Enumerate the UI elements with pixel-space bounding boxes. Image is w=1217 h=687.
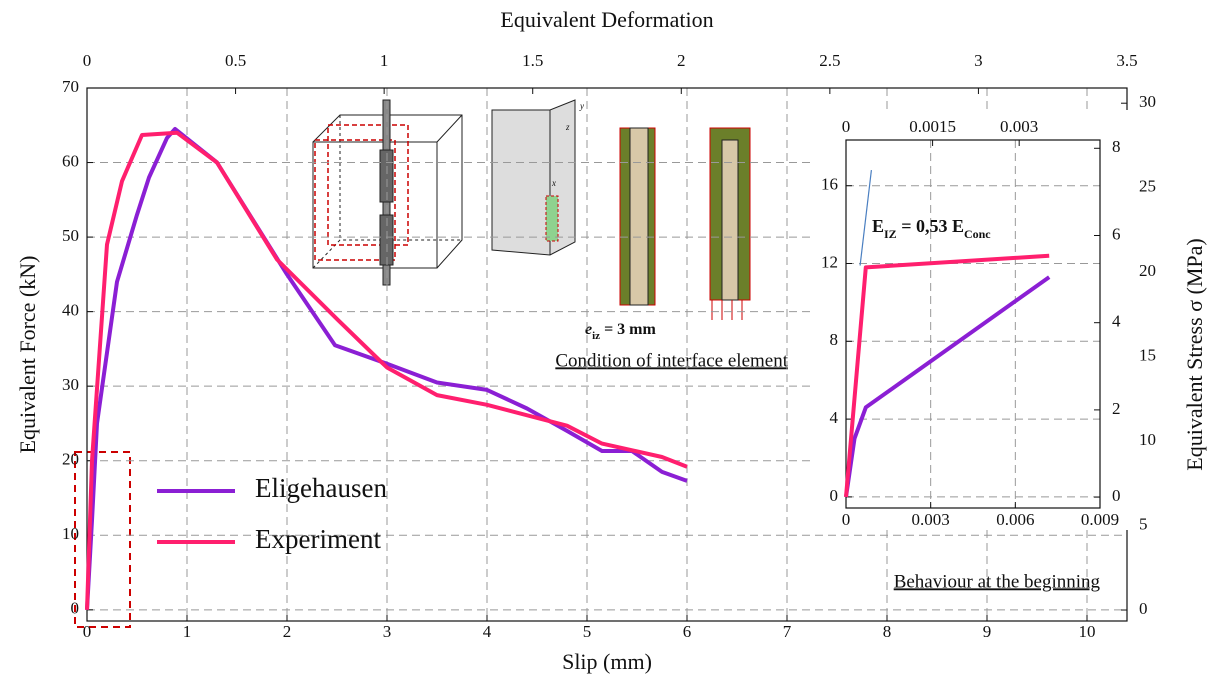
- x2-tick-label: 2.5: [819, 51, 840, 70]
- y-tick-label: 0: [71, 599, 80, 618]
- x-tick-label: 0.009: [1081, 510, 1119, 529]
- modulus-label: EIZ = 0,53 EConc: [872, 216, 991, 241]
- x2-tick-label: 3: [974, 51, 983, 70]
- text-part: = 3 mm: [600, 321, 656, 338]
- x-tick-label: 0.003: [912, 510, 950, 529]
- x2-axis-label: Equivalent Deformation: [500, 7, 713, 32]
- y2-tick-label: 0: [1139, 599, 1148, 618]
- x2-tick-label: 0: [83, 51, 92, 70]
- plot-frame: [845, 139, 1101, 509]
- series-line: [844, 253, 1050, 498]
- x-tick-label: 0.006: [996, 510, 1034, 529]
- axis-name: y: [579, 101, 584, 111]
- y2-axis-label: Equivalent Stress σ (MPa): [1182, 238, 1207, 470]
- y2-tick-label: 25: [1139, 177, 1156, 196]
- x-tick-label: 9: [983, 622, 992, 641]
- y2-tick-label: 5: [1139, 514, 1148, 533]
- x-tick-label: 10: [1079, 622, 1096, 641]
- x2-tick-label: 0.5: [225, 51, 246, 70]
- series-line: [859, 170, 872, 266]
- x-axis-label: Slip (mm): [562, 649, 652, 674]
- y-tick-label: 8: [830, 330, 839, 349]
- y-tick-label: 20: [62, 450, 79, 469]
- legend-label: Eligehausen: [255, 473, 387, 503]
- x2-tick-label: 2: [677, 51, 686, 70]
- x2-tick-label: 0.003: [1000, 117, 1038, 136]
- x-tick-label: 3: [383, 622, 392, 641]
- x-tick-label: 2: [283, 622, 292, 641]
- y2-tick-label: 15: [1139, 346, 1156, 365]
- y-tick-label: 4: [830, 408, 839, 427]
- x-tick-label: 1: [183, 622, 192, 641]
- x-tick-label: 4: [483, 622, 492, 641]
- text-part: iz: [592, 330, 600, 342]
- plot: [85, 87, 1128, 622]
- x-tick-label: 0: [842, 510, 851, 529]
- x-tick-label: 7: [783, 622, 792, 641]
- y2-tick-label: 4: [1112, 312, 1121, 331]
- series-line: [85, 127, 688, 610]
- y2-tick-label: 0: [1112, 486, 1121, 505]
- axis-name: x: [551, 178, 556, 188]
- y-tick-label: 10: [62, 524, 79, 543]
- x2-tick-label: 0: [842, 117, 851, 136]
- text-part: IZ: [884, 227, 897, 241]
- inset-background: [811, 110, 1135, 530]
- y-axis-label: Equivalent Force (kN): [15, 256, 40, 454]
- text-part: Conc: [964, 227, 991, 241]
- illustration: [74, 99, 751, 628]
- text-part: e: [585, 321, 592, 338]
- y-tick-label: 40: [62, 301, 79, 320]
- y-tick-label: 12: [821, 252, 838, 271]
- text-part: = 0,53 E: [897, 216, 964, 236]
- x-tick-label: 0: [83, 622, 92, 641]
- axis-name: z: [565, 122, 570, 132]
- legend-label: Experiment: [255, 524, 381, 554]
- y-tick-label: 60: [62, 151, 79, 170]
- y2-tick-label: 10: [1139, 430, 1156, 449]
- caption: Behaviour at the beginning: [894, 571, 1101, 592]
- y-tick-label: 16: [821, 175, 838, 194]
- x-tick-label: 6: [683, 622, 692, 641]
- y2-tick-label: 2: [1112, 399, 1121, 418]
- x2-tick-label: 1: [380, 51, 389, 70]
- y2-tick-label: 20: [1139, 261, 1156, 280]
- x2-tick-label: 0.0015: [909, 117, 956, 136]
- x-tick-label: 5: [583, 622, 592, 641]
- y2-tick-label: 30: [1139, 92, 1156, 111]
- x-tick-label: 8: [883, 622, 892, 641]
- text-part: E: [872, 216, 884, 236]
- caption: Condition of interface element: [555, 350, 788, 371]
- y2-tick-label: 6: [1112, 224, 1121, 243]
- x2-tick-label: 1.5: [522, 51, 543, 70]
- x2-tick-label: 3.5: [1116, 51, 1137, 70]
- y-tick-label: 70: [62, 77, 79, 96]
- y-tick-label: 50: [62, 226, 79, 245]
- thickness-label: eiz = 3 mm: [585, 321, 657, 342]
- plot: [844, 139, 1101, 509]
- y-tick-label: 30: [62, 375, 79, 394]
- y-tick-label: 0: [830, 486, 839, 505]
- series-line: [85, 130, 688, 610]
- y2-tick-label: 8: [1112, 137, 1121, 156]
